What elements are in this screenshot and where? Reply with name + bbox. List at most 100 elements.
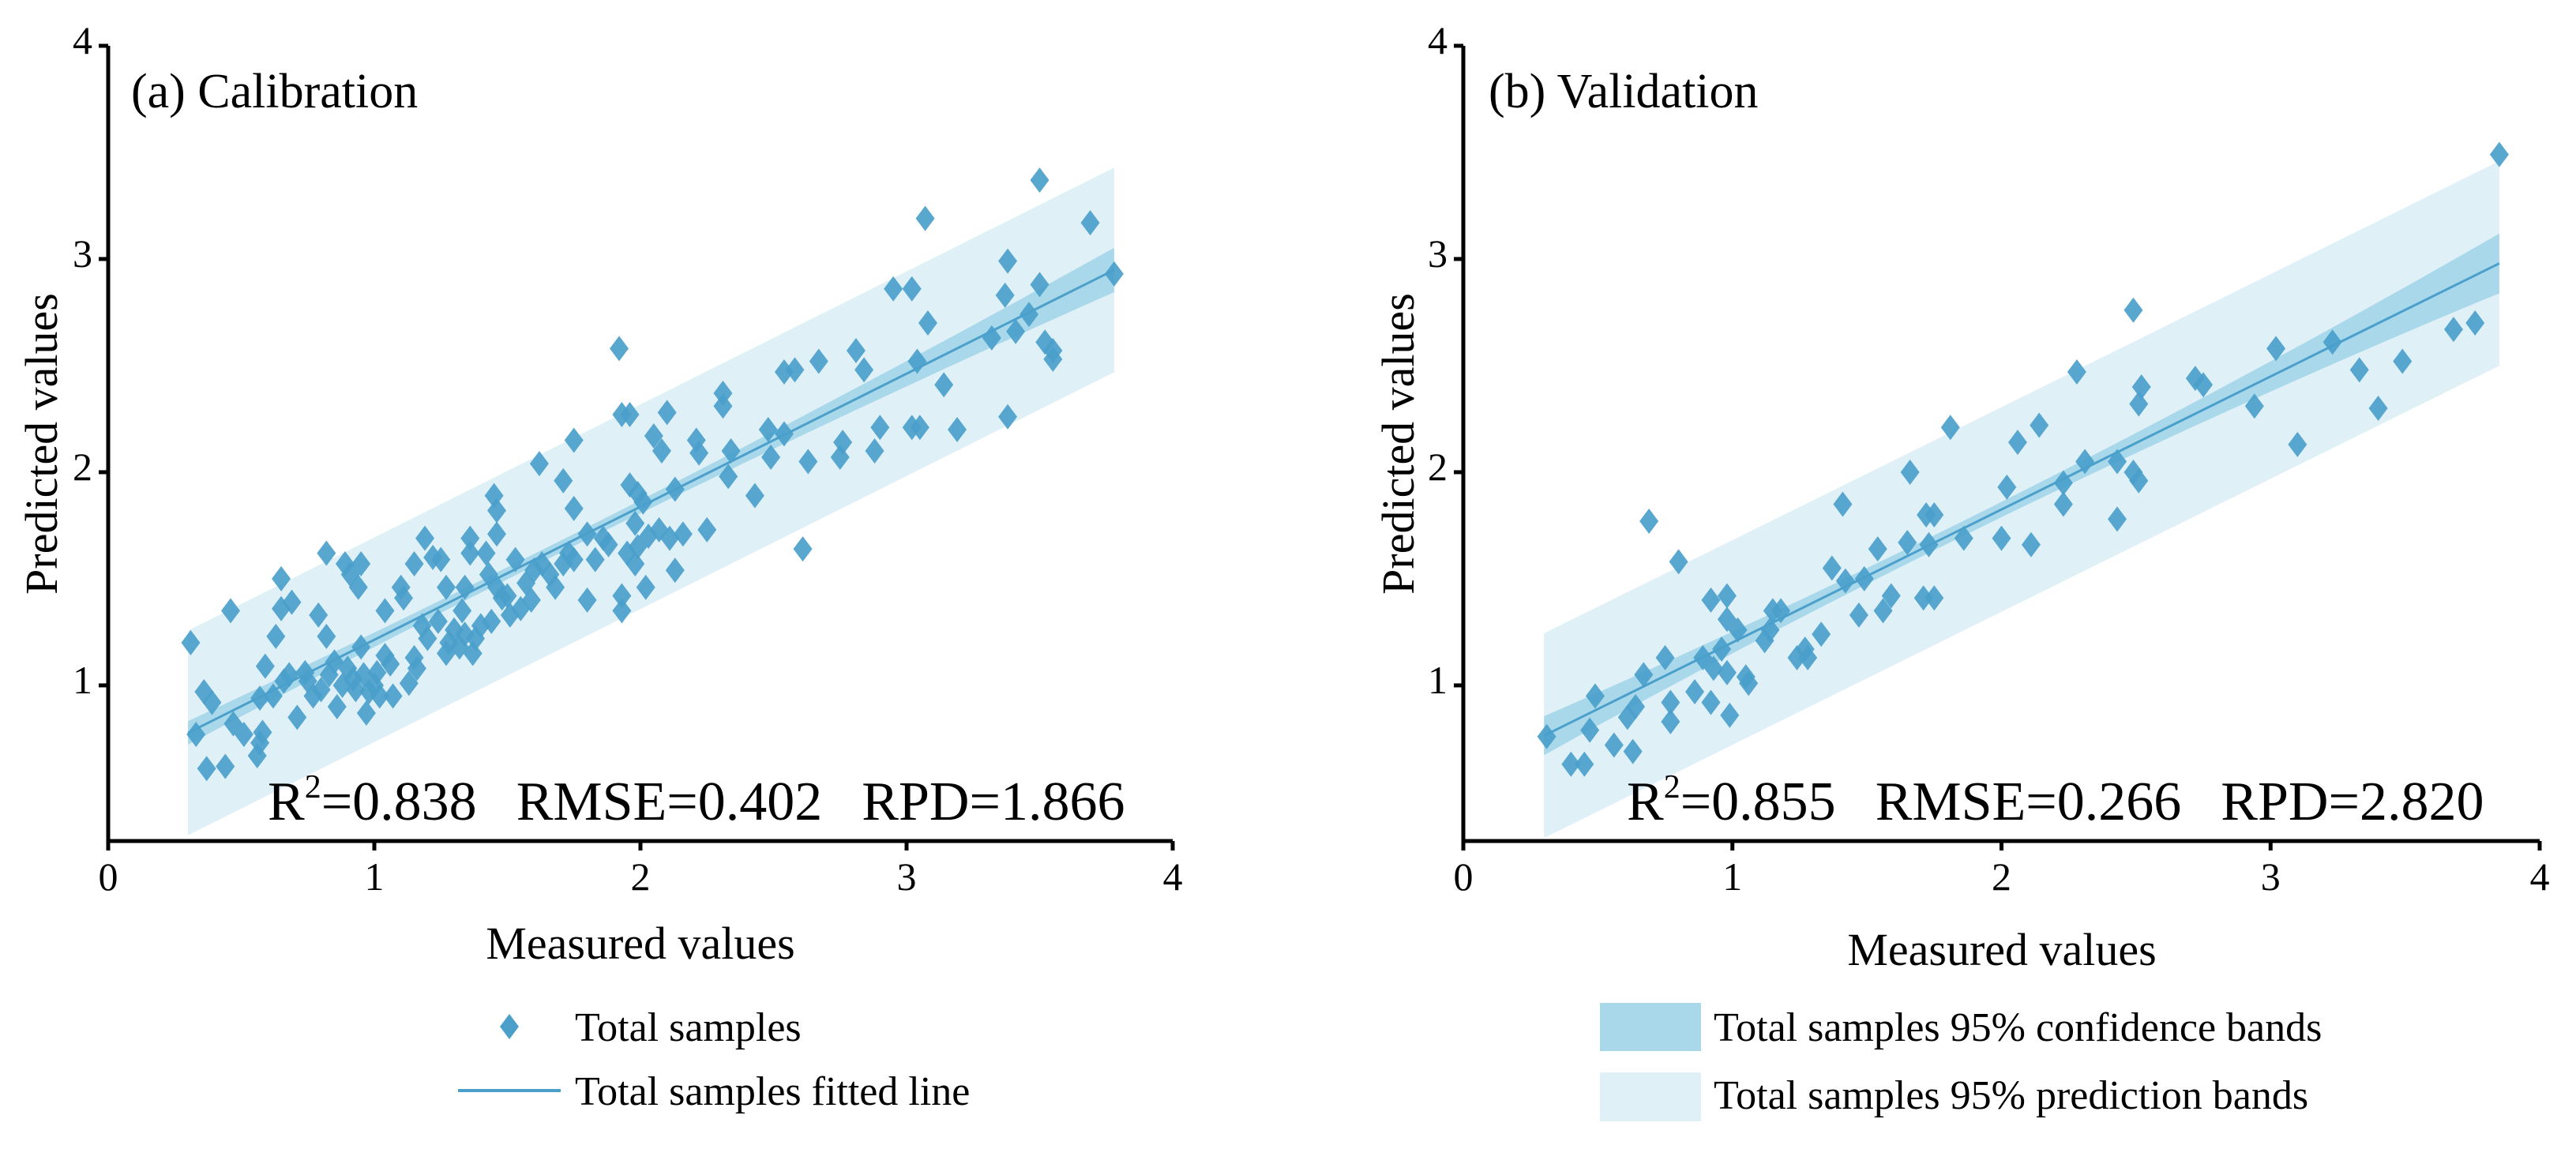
- legend-confidence-label: Total samples 95% confidence bands: [1714, 1005, 2322, 1050]
- data-point: [1020, 302, 1039, 328]
- data-point: [181, 629, 201, 655]
- data-point: [1854, 565, 1874, 591]
- data-point: [418, 625, 437, 651]
- data-point: [2465, 310, 2485, 336]
- data-point: [498, 583, 517, 609]
- y-tick-label: 1: [73, 658, 92, 702]
- rmse-value: RMSE=0.402: [516, 772, 823, 832]
- data-point: [516, 570, 536, 596]
- data-point: [1881, 583, 1901, 609]
- data-point: [383, 683, 403, 709]
- data-point: [554, 467, 573, 494]
- data-point: [585, 546, 605, 573]
- data-point: [995, 282, 1015, 308]
- data-point: [902, 276, 922, 302]
- legend-fit-line-label: Total samples fitted line: [575, 1069, 970, 1114]
- data-point: [1030, 272, 1050, 298]
- data-point: [915, 205, 935, 231]
- x-tick-label: 4: [2530, 854, 2550, 899]
- data-point: [2075, 449, 2095, 475]
- data-point: [2323, 329, 2342, 355]
- data-point: [2244, 393, 2264, 419]
- validation-y-axis-title: Predicted values: [1372, 293, 1424, 595]
- legend-points-label: Total samples: [575, 1005, 802, 1050]
- data-point: [436, 574, 456, 600]
- data-point: [934, 372, 954, 398]
- data-point: [317, 623, 336, 649]
- r2-prefix: R: [1627, 772, 1664, 832]
- data-point: [2007, 430, 2027, 456]
- data-point: [910, 415, 929, 441]
- data-point: [809, 348, 828, 374]
- data-point: [2266, 336, 2286, 362]
- data-point: [351, 551, 371, 577]
- data-point: [673, 521, 693, 547]
- calibration-y-axis-title: Predicted values: [16, 293, 67, 595]
- data-point: [948, 416, 967, 442]
- data-point: [1655, 644, 1675, 670]
- data-point: [309, 602, 329, 628]
- data-point: [785, 357, 805, 383]
- data-point: [1760, 617, 1780, 643]
- data-point: [577, 521, 597, 547]
- data-point: [540, 561, 560, 588]
- data-point: [452, 598, 472, 624]
- data-point: [774, 421, 794, 447]
- data-point: [665, 558, 685, 584]
- data-point: [599, 531, 618, 558]
- calibration-x-axis-title: Measured values: [486, 918, 794, 969]
- data-point: [460, 525, 480, 551]
- x-tick-label: 1: [1722, 854, 1742, 899]
- data-point: [1739, 670, 1759, 697]
- data-point: [633, 489, 653, 515]
- data-point: [1997, 474, 2017, 500]
- data-point: [689, 440, 709, 466]
- data-point: [612, 583, 632, 609]
- data-point: [287, 704, 307, 730]
- rpd-value: RPD=1.866: [862, 772, 1125, 832]
- data-point: [1661, 708, 1680, 734]
- rpd-value: RPD=2.820: [2221, 772, 2484, 832]
- data-point: [1006, 318, 1026, 344]
- legend-diamond-marker-icon: [500, 1014, 519, 1039]
- data-point: [1639, 509, 1659, 535]
- data-point: [697, 516, 717, 543]
- data-point: [487, 521, 507, 547]
- data-point: [854, 357, 874, 383]
- data-point: [660, 525, 680, 551]
- data-point: [351, 634, 371, 660]
- data-point: [1720, 702, 1740, 728]
- data-point: [907, 348, 927, 374]
- data-point: [356, 700, 376, 727]
- data-point: [221, 598, 241, 624]
- data-point: [1924, 501, 1944, 528]
- data-point: [1822, 555, 1842, 581]
- data-point: [612, 598, 632, 624]
- validation-fitted-line: [1543, 262, 2500, 737]
- data-point: [1537, 723, 1556, 749]
- data-point: [652, 437, 671, 464]
- x-tick-label: 4: [1163, 854, 1183, 899]
- data-point: [745, 483, 764, 509]
- legend-left: Total samples Total samples fitted line: [458, 1005, 970, 1114]
- data-point: [216, 753, 235, 779]
- data-point: [253, 719, 272, 745]
- data-point: [255, 653, 275, 679]
- calibration-stats: R2=0.838 RMSE=0.402 RPD=1.866: [268, 769, 1125, 832]
- data-point: [564, 427, 584, 453]
- data-point: [505, 546, 525, 573]
- data-point: [476, 540, 496, 566]
- data-point: [870, 415, 890, 441]
- data-point: [1833, 491, 1853, 517]
- data-point: [1701, 587, 1721, 613]
- data-point: [1812, 621, 1831, 648]
- data-point: [639, 523, 659, 549]
- data-point: [348, 574, 368, 600]
- r2-value: =0.855: [1680, 772, 1836, 832]
- legend-prediction-swatch: [1600, 1072, 1701, 1121]
- data-point: [482, 608, 501, 634]
- x-tick-label: 0: [1454, 854, 1474, 899]
- data-point: [319, 662, 339, 688]
- data-point: [449, 634, 469, 660]
